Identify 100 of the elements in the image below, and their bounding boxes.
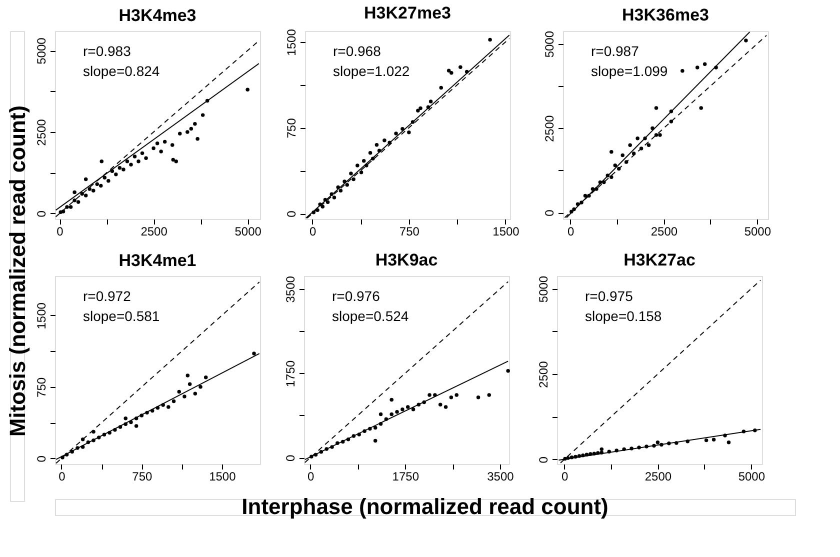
point	[506, 369, 510, 373]
point	[438, 402, 442, 406]
point	[446, 68, 451, 72]
point	[744, 38, 748, 42]
y-axis-title: Mitosis (normalized read count)	[5, 105, 30, 437]
point	[80, 192, 84, 196]
point	[84, 194, 88, 198]
x-tick-label: 3500	[487, 470, 514, 484]
annotation: r=0.987	[591, 43, 640, 59]
x-tick-label: 5000	[234, 224, 262, 238]
x-tick-label: 750	[399, 224, 420, 238]
annotation: r=0.968	[333, 43, 382, 59]
point	[100, 159, 104, 164]
point	[416, 108, 420, 112]
point	[196, 136, 200, 141]
point	[702, 62, 707, 66]
point	[444, 405, 448, 409]
point	[193, 392, 198, 396]
point	[610, 175, 614, 180]
y-tick-label: 1500	[34, 302, 48, 330]
chart-title: H3K4me3	[118, 6, 196, 25]
annotation: slope=0.524	[332, 308, 409, 324]
x-tick-label: 1500	[209, 470, 236, 484]
annotation: r=0.983	[83, 43, 132, 59]
point	[373, 426, 378, 430]
point	[356, 164, 360, 168]
y-tick-label: 1500	[284, 28, 298, 56]
point	[134, 424, 138, 428]
point	[658, 133, 662, 137]
point	[488, 38, 492, 42]
point	[72, 198, 76, 202]
point	[428, 393, 432, 397]
point	[418, 106, 422, 110]
annotation: slope=1.022	[333, 63, 410, 79]
point	[99, 184, 103, 188]
point	[155, 142, 160, 146]
chart-title: H3K36me3	[622, 5, 709, 24]
point	[726, 440, 731, 444]
x-tick-label: 0	[561, 470, 568, 484]
point	[699, 106, 703, 110]
annotation: r=0.972	[83, 288, 132, 304]
point	[172, 399, 176, 404]
x-tick-label: 0	[56, 224, 64, 238]
point	[428, 100, 433, 104]
point	[669, 120, 674, 124]
y-tick-label: 5000	[34, 37, 48, 64]
point	[193, 122, 197, 126]
point	[326, 200, 330, 204]
y-tick-label: 0	[34, 210, 48, 218]
annotation: r=0.976	[332, 288, 380, 304]
point	[124, 416, 128, 420]
point	[352, 177, 356, 182]
point	[174, 159, 178, 164]
y-tick-label: 2500	[542, 115, 556, 142]
y-tick-label: 3500	[284, 276, 298, 303]
y-tick-label: 750	[284, 118, 298, 138]
x-tick-label: 2500	[644, 470, 672, 484]
point	[407, 130, 411, 134]
chart-title: H3K27ac	[624, 250, 696, 270]
point	[628, 143, 632, 147]
point	[362, 159, 366, 163]
point	[252, 352, 256, 356]
y-tick-label: 0	[542, 209, 556, 216]
point	[166, 405, 170, 409]
point	[200, 113, 205, 117]
point	[636, 136, 640, 140]
point	[114, 172, 118, 176]
point	[140, 151, 144, 156]
annotation: slope=0.824	[83, 63, 160, 79]
point	[106, 179, 110, 183]
y-tick-label: 0	[536, 456, 550, 464]
point	[76, 200, 80, 204]
point	[182, 394, 186, 398]
point	[186, 374, 190, 378]
y-tick-label: 0	[34, 455, 48, 462]
x-tick-label: 1500	[492, 224, 520, 238]
point	[610, 150, 614, 154]
point	[177, 390, 181, 394]
x-tick-label: 0	[567, 224, 574, 238]
point	[411, 408, 416, 412]
point	[439, 86, 443, 90]
point	[136, 159, 140, 164]
x-tick-label: 0	[58, 470, 66, 484]
y-tick-label: 2500	[536, 360, 550, 388]
point	[152, 146, 156, 150]
point	[368, 151, 372, 155]
point	[186, 130, 190, 134]
point	[613, 163, 618, 168]
point	[102, 176, 107, 180]
point	[204, 376, 208, 380]
point	[454, 393, 458, 397]
annotation: slope=1.099	[591, 63, 668, 79]
point	[680, 68, 684, 73]
annotation: slope=0.581	[83, 308, 160, 324]
point	[476, 396, 480, 400]
point	[394, 132, 398, 136]
point	[406, 405, 410, 409]
point	[450, 70, 454, 75]
point	[449, 396, 454, 400]
point	[704, 438, 708, 442]
